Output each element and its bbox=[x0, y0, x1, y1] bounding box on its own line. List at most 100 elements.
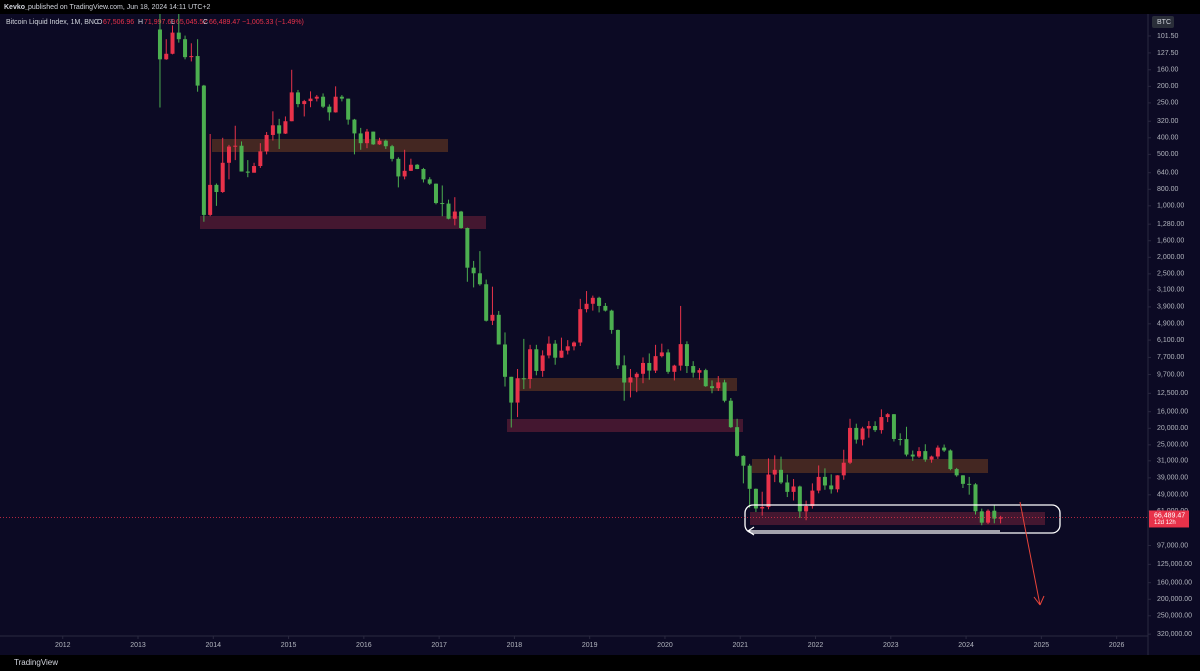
candle-body bbox=[352, 119, 357, 134]
x-tick-label: 2020 bbox=[657, 642, 673, 649]
candle-body bbox=[854, 427, 859, 440]
white-arrow bbox=[747, 526, 1000, 536]
candle-body bbox=[176, 32, 181, 40]
candle-body bbox=[816, 476, 821, 491]
y-tick-label: 160.00 bbox=[1157, 67, 1179, 74]
candle-body bbox=[528, 349, 533, 380]
candle-body bbox=[979, 511, 984, 523]
candle-body bbox=[691, 366, 696, 373]
candle-body bbox=[929, 456, 934, 460]
candle-body bbox=[960, 475, 965, 484]
candle-body bbox=[521, 378, 526, 380]
highlight-box bbox=[744, 504, 1061, 534]
candle-body bbox=[283, 121, 288, 134]
candle-body bbox=[666, 352, 671, 372]
candle-body bbox=[741, 455, 746, 466]
h-label: H bbox=[138, 19, 143, 26]
y-tick-label: 127.50 bbox=[1157, 50, 1179, 57]
candle-body bbox=[321, 96, 326, 107]
candle-body bbox=[923, 451, 928, 460]
candle-body bbox=[948, 450, 953, 470]
candle-body bbox=[967, 483, 972, 485]
candle-body bbox=[615, 329, 620, 366]
candle-body bbox=[753, 488, 758, 509]
legend: Bitcoin Liquid Index, 1M, BNC O 67,506.9… bbox=[6, 19, 304, 26]
price-tag bbox=[1149, 510, 1189, 528]
change: −1,005.33 (−1.49%) bbox=[242, 19, 304, 26]
candle-body bbox=[553, 343, 558, 358]
y-tick-label: 200.00 bbox=[1157, 83, 1179, 90]
candle-body bbox=[183, 39, 188, 58]
candle-body bbox=[904, 439, 909, 455]
candle-body bbox=[208, 184, 213, 215]
x-tick-label: 2025 bbox=[1034, 642, 1050, 649]
candle-body bbox=[364, 131, 369, 144]
y-tick-label: 101.50 bbox=[1157, 33, 1179, 40]
candle-body bbox=[898, 438, 903, 440]
candle-body bbox=[822, 476, 827, 486]
candle-body bbox=[917, 451, 922, 457]
x-tick-label: 2022 bbox=[808, 642, 824, 649]
zone bbox=[200, 216, 486, 229]
candle-body bbox=[402, 170, 407, 177]
candle-body bbox=[590, 297, 595, 304]
red-arrow bbox=[1019, 501, 1045, 606]
candle-body bbox=[339, 96, 344, 99]
zone bbox=[518, 378, 737, 391]
candle-body bbox=[252, 166, 257, 173]
candle-body bbox=[195, 56, 200, 86]
y-tick-label: 640.00 bbox=[1157, 170, 1179, 177]
candle-body bbox=[891, 414, 896, 439]
o-value: 67,506.96 bbox=[103, 19, 134, 26]
candle-body bbox=[986, 510, 991, 523]
x-tick-label: 2019 bbox=[582, 642, 598, 649]
candle-body bbox=[835, 475, 840, 490]
candle-body bbox=[189, 56, 194, 58]
candle-body bbox=[622, 365, 627, 383]
symbol-badge bbox=[1152, 16, 1174, 28]
footer-bar bbox=[0, 655, 1200, 671]
candle-body bbox=[797, 486, 802, 512]
candle-body bbox=[866, 426, 871, 429]
candle-body bbox=[722, 382, 727, 401]
x-tick-label: 2016 bbox=[356, 642, 372, 649]
candle-body bbox=[559, 350, 564, 358]
candle-body bbox=[170, 32, 175, 54]
candle-body bbox=[572, 342, 576, 347]
candle-body bbox=[716, 382, 721, 389]
candle-body bbox=[804, 506, 809, 512]
candle-body bbox=[214, 184, 219, 193]
candle-body bbox=[408, 164, 413, 171]
candle-body bbox=[383, 140, 388, 147]
x-tick-label: 2021 bbox=[732, 642, 748, 649]
candle-body bbox=[239, 145, 244, 172]
x-tick-label: 2012 bbox=[55, 642, 71, 649]
x-tick-label: 2024 bbox=[958, 642, 974, 649]
candle-body bbox=[427, 179, 432, 184]
candle-body bbox=[452, 211, 457, 219]
candle-body bbox=[885, 414, 890, 418]
candle-body bbox=[860, 428, 865, 440]
candle-body bbox=[515, 378, 520, 403]
y-tick-label: 320,000.00 bbox=[1157, 631, 1192, 638]
candle-body bbox=[810, 490, 815, 507]
candle-body bbox=[396, 158, 401, 177]
y-tick-label: 25,000.00 bbox=[1157, 442, 1188, 449]
y-tick-label: 20,000.00 bbox=[1157, 425, 1188, 432]
candle-body bbox=[710, 386, 715, 389]
zone bbox=[752, 459, 988, 473]
y-tick-label: 1,280.00 bbox=[1157, 221, 1184, 228]
candle-body bbox=[628, 377, 633, 383]
candle-body bbox=[609, 310, 614, 330]
candle-body bbox=[973, 484, 978, 512]
candle-body bbox=[258, 151, 263, 167]
y-tick-label: 1,000.00 bbox=[1157, 203, 1184, 210]
zone bbox=[507, 419, 743, 432]
zone bbox=[212, 139, 448, 152]
y-tick-label: 200,000.00 bbox=[1157, 596, 1192, 603]
candle-body bbox=[327, 106, 332, 113]
candle-body bbox=[289, 92, 294, 122]
candle-body bbox=[157, 29, 162, 60]
author: Kevko_ bbox=[4, 4, 29, 11]
zones bbox=[200, 139, 1045, 525]
